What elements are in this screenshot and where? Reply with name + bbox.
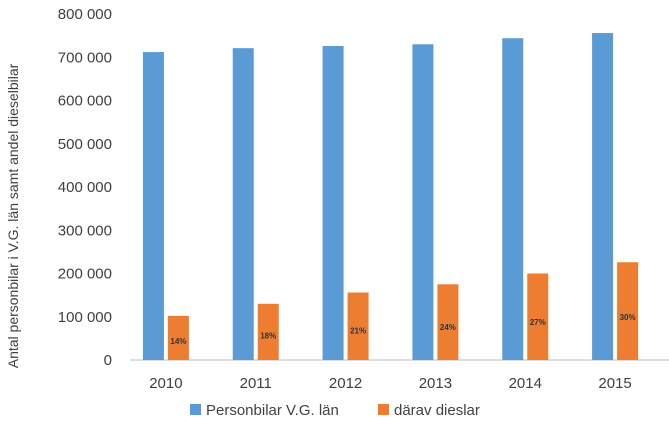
- y-tick-label: 100 000: [58, 309, 112, 326]
- legend-label-personbilar: Personbilar V.G. län: [206, 402, 339, 419]
- y-tick-label: 200 000: [58, 266, 112, 283]
- x-tick-label: 2012: [329, 375, 362, 392]
- data-label: 21%: [350, 327, 366, 336]
- bar-personbilar: [592, 33, 614, 360]
- bar-personbilar: [412, 44, 434, 361]
- legend-swatch-personbilar: [190, 404, 201, 415]
- bars: [142, 33, 639, 361]
- data-label: 24%: [440, 323, 456, 332]
- bar-dieslar: [167, 315, 189, 360]
- y-tick-label: 500 000: [58, 136, 112, 153]
- x-tick-label: 2013: [419, 375, 452, 392]
- x-tick-label: 2011: [240, 375, 272, 392]
- data-label: 27%: [530, 318, 546, 327]
- bar-personbilar: [322, 46, 344, 360]
- bar-dieslar: [437, 284, 459, 360]
- x-tick-label: 2014: [509, 375, 542, 392]
- data-label: 30%: [620, 313, 636, 322]
- y-axis-label: Antal personbilar i V.G. län samt andel …: [5, 63, 21, 368]
- x-tick-label: 2010: [149, 375, 182, 392]
- y-tick-label: 700 000: [58, 49, 112, 66]
- legend-swatch-dieslar: [378, 404, 389, 415]
- y-tick-label: 300 000: [58, 222, 112, 239]
- data-label: 14%: [170, 337, 186, 346]
- bar-personbilar: [502, 38, 524, 360]
- bar-personbilar: [232, 48, 254, 360]
- bar-dieslar: [347, 292, 369, 360]
- legend-label-dieslar: därav dieslar: [394, 402, 480, 419]
- y-tick-label: 0: [104, 352, 112, 369]
- x-tick-label: 2015: [598, 375, 631, 392]
- y-tick-label: 400 000: [58, 179, 112, 196]
- bar-personbilar: [142, 52, 164, 361]
- x-axis-ticks: 2010 2011 2012 2013 2014 2015: [149, 375, 632, 392]
- bar-dieslar: [257, 303, 279, 360]
- data-label: 18%: [260, 332, 276, 341]
- y-tick-label: 600 000: [58, 93, 112, 110]
- y-axis-ticks: 0 100 000 200 000 300 000 400 000 500 000 600 …: [58, 6, 112, 369]
- data-labels: 14% 18% 21% 24% 27% 30%: [170, 313, 635, 346]
- bar-dieslar: [527, 273, 549, 360]
- legend: Personbilar V.G. län därav dieslar: [190, 402, 480, 419]
- y-tick-label: 800 000: [58, 6, 112, 23]
- bar-dieslar: [617, 262, 639, 360]
